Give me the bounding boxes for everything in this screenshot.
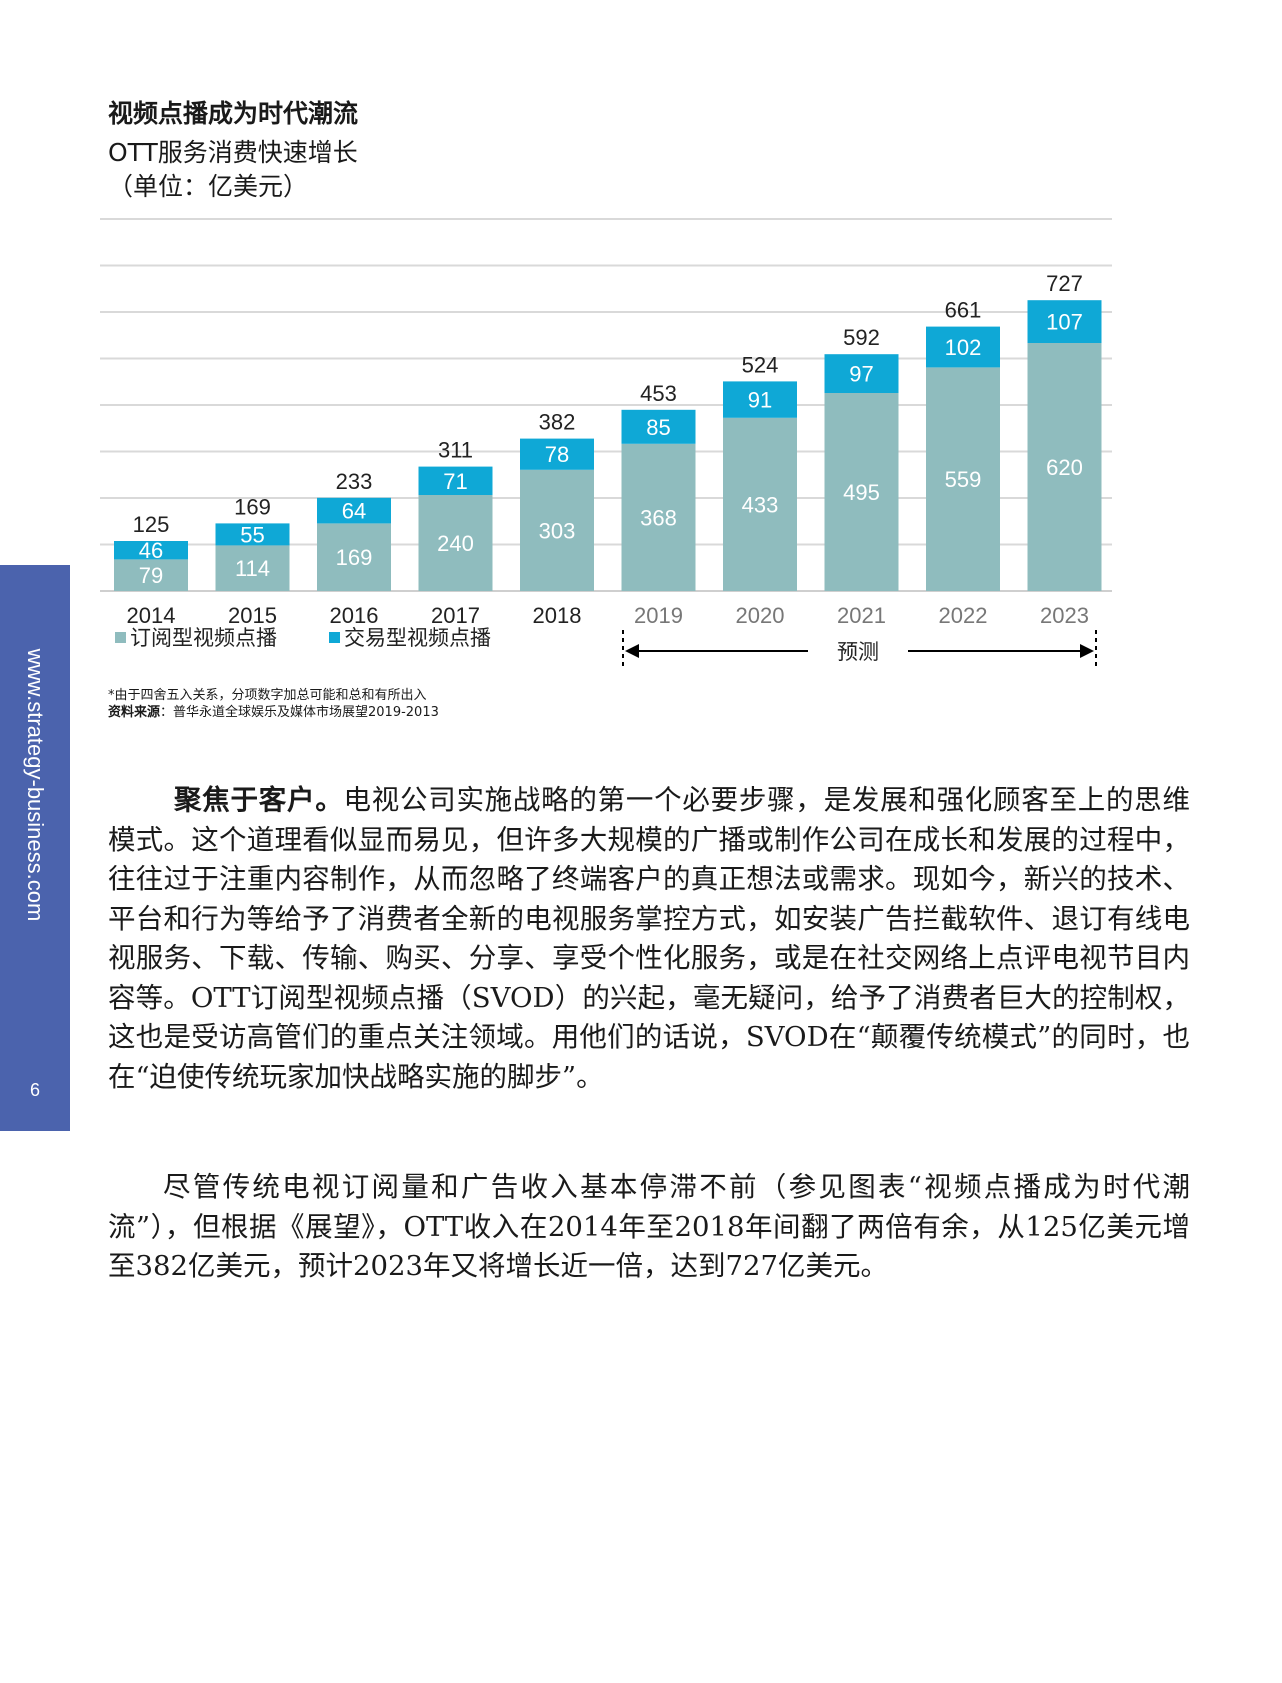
forecast-label: 预测 [837,640,879,664]
forecast-arrowhead-left [625,644,639,658]
bar-svod [520,469,594,591]
bar-tvod [723,381,797,418]
bar-tvod [520,438,594,470]
bar-svod [621,443,696,591]
legend-swatch-svod [115,632,126,643]
data-label-tvod: 91 [748,388,772,413]
source-label: 资料来源 [108,705,161,720]
bar-tvod [317,497,391,524]
paragraph-1-text: 电视公司实施战略的第一个必要步骤，是发展和强化顾客至上的思维模式。这个道理看似显… [108,784,1191,1093]
chart-source: 资料来源：普华永道全球娱乐及媒体市场展望2019-2013 [108,701,439,720]
bar-svod [418,495,493,591]
data-label-total: 524 [742,352,779,377]
bar-svod [215,545,290,591]
data-label-svod: 433 [742,492,779,517]
x-tick-label: 2021 [837,603,886,628]
bar-svod [723,417,797,591]
page-number: 6 [29,1080,40,1100]
data-label-tvod: 97 [849,362,873,387]
data-label-svod: 559 [945,467,982,492]
x-tick-label: 2017 [431,603,480,628]
chart-footnote: *由于四舍五入关系，分项数字加总可能和总和有所出入 [108,688,427,703]
data-label-total: 661 [945,298,982,323]
bar-tvod [926,326,1000,368]
x-tick-label: 2022 [939,603,988,628]
bar-tvod [824,354,899,393]
bar-svod [317,523,391,591]
x-tick-label: 2014 [127,603,176,628]
data-label-total: 311 [438,438,473,463]
data-label-tvod: 107 [1046,310,1083,335]
bar-tvod [1027,300,1102,343]
paragraph-2: 尽管传统电视订阅量和广告收入基本停滞不前（参见图表“视频点播成为时代潮流”），但… [108,1171,1190,1282]
data-label-svod: 495 [843,480,880,505]
data-label-svod: 620 [1046,455,1083,480]
x-tick-label: 2018 [533,603,582,628]
source-text: ：普华永道全球娱乐及媒体市场展望2019-2013 [160,705,439,720]
data-label-tvod: 55 [240,522,264,547]
data-label-svod: 303 [539,518,576,543]
x-tick-label: 2019 [634,603,683,628]
data-label-svod: 240 [437,531,474,556]
data-label-total: 233 [336,469,373,494]
data-label-total: 169 [234,494,271,519]
legend-label-tvod: 交易型视频点播 [344,626,491,650]
chart-unit: （单位：亿美元） [108,172,309,201]
bar-tvod [114,541,188,560]
data-label-svod: 368 [640,505,677,530]
data-label-tvod: 102 [945,335,982,360]
data-label-svod: 79 [139,563,163,588]
data-label-total: 125 [133,512,170,537]
data-label-total: 727 [1046,271,1083,296]
bar-svod [824,393,899,591]
x-tick-label: 2016 [330,603,379,628]
data-label-svod: 114 [235,556,270,581]
bar-tvod [418,466,493,495]
data-label-tvod: 85 [646,415,670,440]
bar-tvod [215,523,290,546]
data-label-tvod: 78 [545,442,569,467]
forecast-arrowhead-right [1080,644,1094,658]
side-tab: www.strategy-business.com 6 [0,565,70,1131]
legend-label-svod: 订阅型视频点播 [130,626,277,650]
paragraph-1: 聚焦于客户。电视公司实施战略的第一个必要步骤，是发展和强化顾客至上的思维模式。这… [108,781,1190,1097]
x-tick-label: 2015 [228,603,277,628]
data-label-total: 453 [640,381,677,406]
chart-subtitle: OTT服务消费快速增长 [108,138,358,167]
data-label-tvod: 71 [443,469,467,494]
data-label-total: 382 [539,410,576,435]
bar-svod [1027,343,1102,591]
data-label-tvod: 46 [139,538,163,563]
data-label-tvod: 64 [342,499,366,524]
x-tick-label: 2023 [1040,603,1089,628]
x-tick-label: 2020 [736,603,785,628]
data-label-total: 592 [843,325,880,350]
data-label-svod: 169 [336,545,373,570]
legend-swatch-tvod [329,632,340,643]
paragraph-1-lead: 聚焦于客户。 [174,784,344,816]
bar-svod [114,559,188,591]
chart-title: 视频点播成为时代潮流 [108,99,359,128]
bar-svod [926,367,1000,591]
bar-tvod [621,409,696,444]
